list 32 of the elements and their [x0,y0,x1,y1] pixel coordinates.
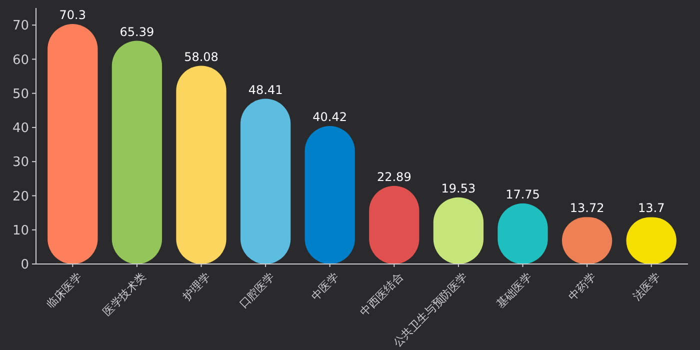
data-label: 22.89 [376,170,412,184]
x-tick-label: 中医学 [308,270,342,303]
data-label: 17.75 [506,187,540,202]
x-tick-label: 医学技术类 [100,270,149,318]
bar [112,40,162,264]
data-label: 65.39 [120,24,154,39]
data-label: 40.42 [312,110,348,124]
x-tick-label: 口腔医学 [236,270,278,311]
x-tick-label: 中药学 [566,270,599,303]
data-label: 13.72 [570,201,604,216]
x-tick-label: 护理学 [180,270,213,304]
y-tick-label: 20 [12,189,29,204]
y-tick-label: 60 [12,52,29,68]
y-tick-label: 70 [12,18,29,34]
x-tick-label: 中西医结合 [358,270,406,318]
data-label: 13.7 [638,201,665,216]
y-tick-label: 40 [12,121,29,136]
data-label: 48.41 [248,82,283,97]
x-tick-label: 临床医学 [44,270,84,311]
bar [304,126,355,264]
bar [240,98,291,264]
x-tick-label: 法医学 [630,270,663,303]
y-tick-label: 50 [12,86,29,102]
x-tick-label: 基础医学 [494,270,534,311]
y-tick-label: 30 [12,155,29,170]
y-tick-label: 10 [12,223,29,238]
bar [176,66,226,264]
data-label: 58.08 [184,50,218,64]
data-label: 19.53 [441,181,476,196]
y-tick-label: 0 [20,258,29,273]
bar [48,24,98,264]
data-label: 70.3 [59,8,86,22]
